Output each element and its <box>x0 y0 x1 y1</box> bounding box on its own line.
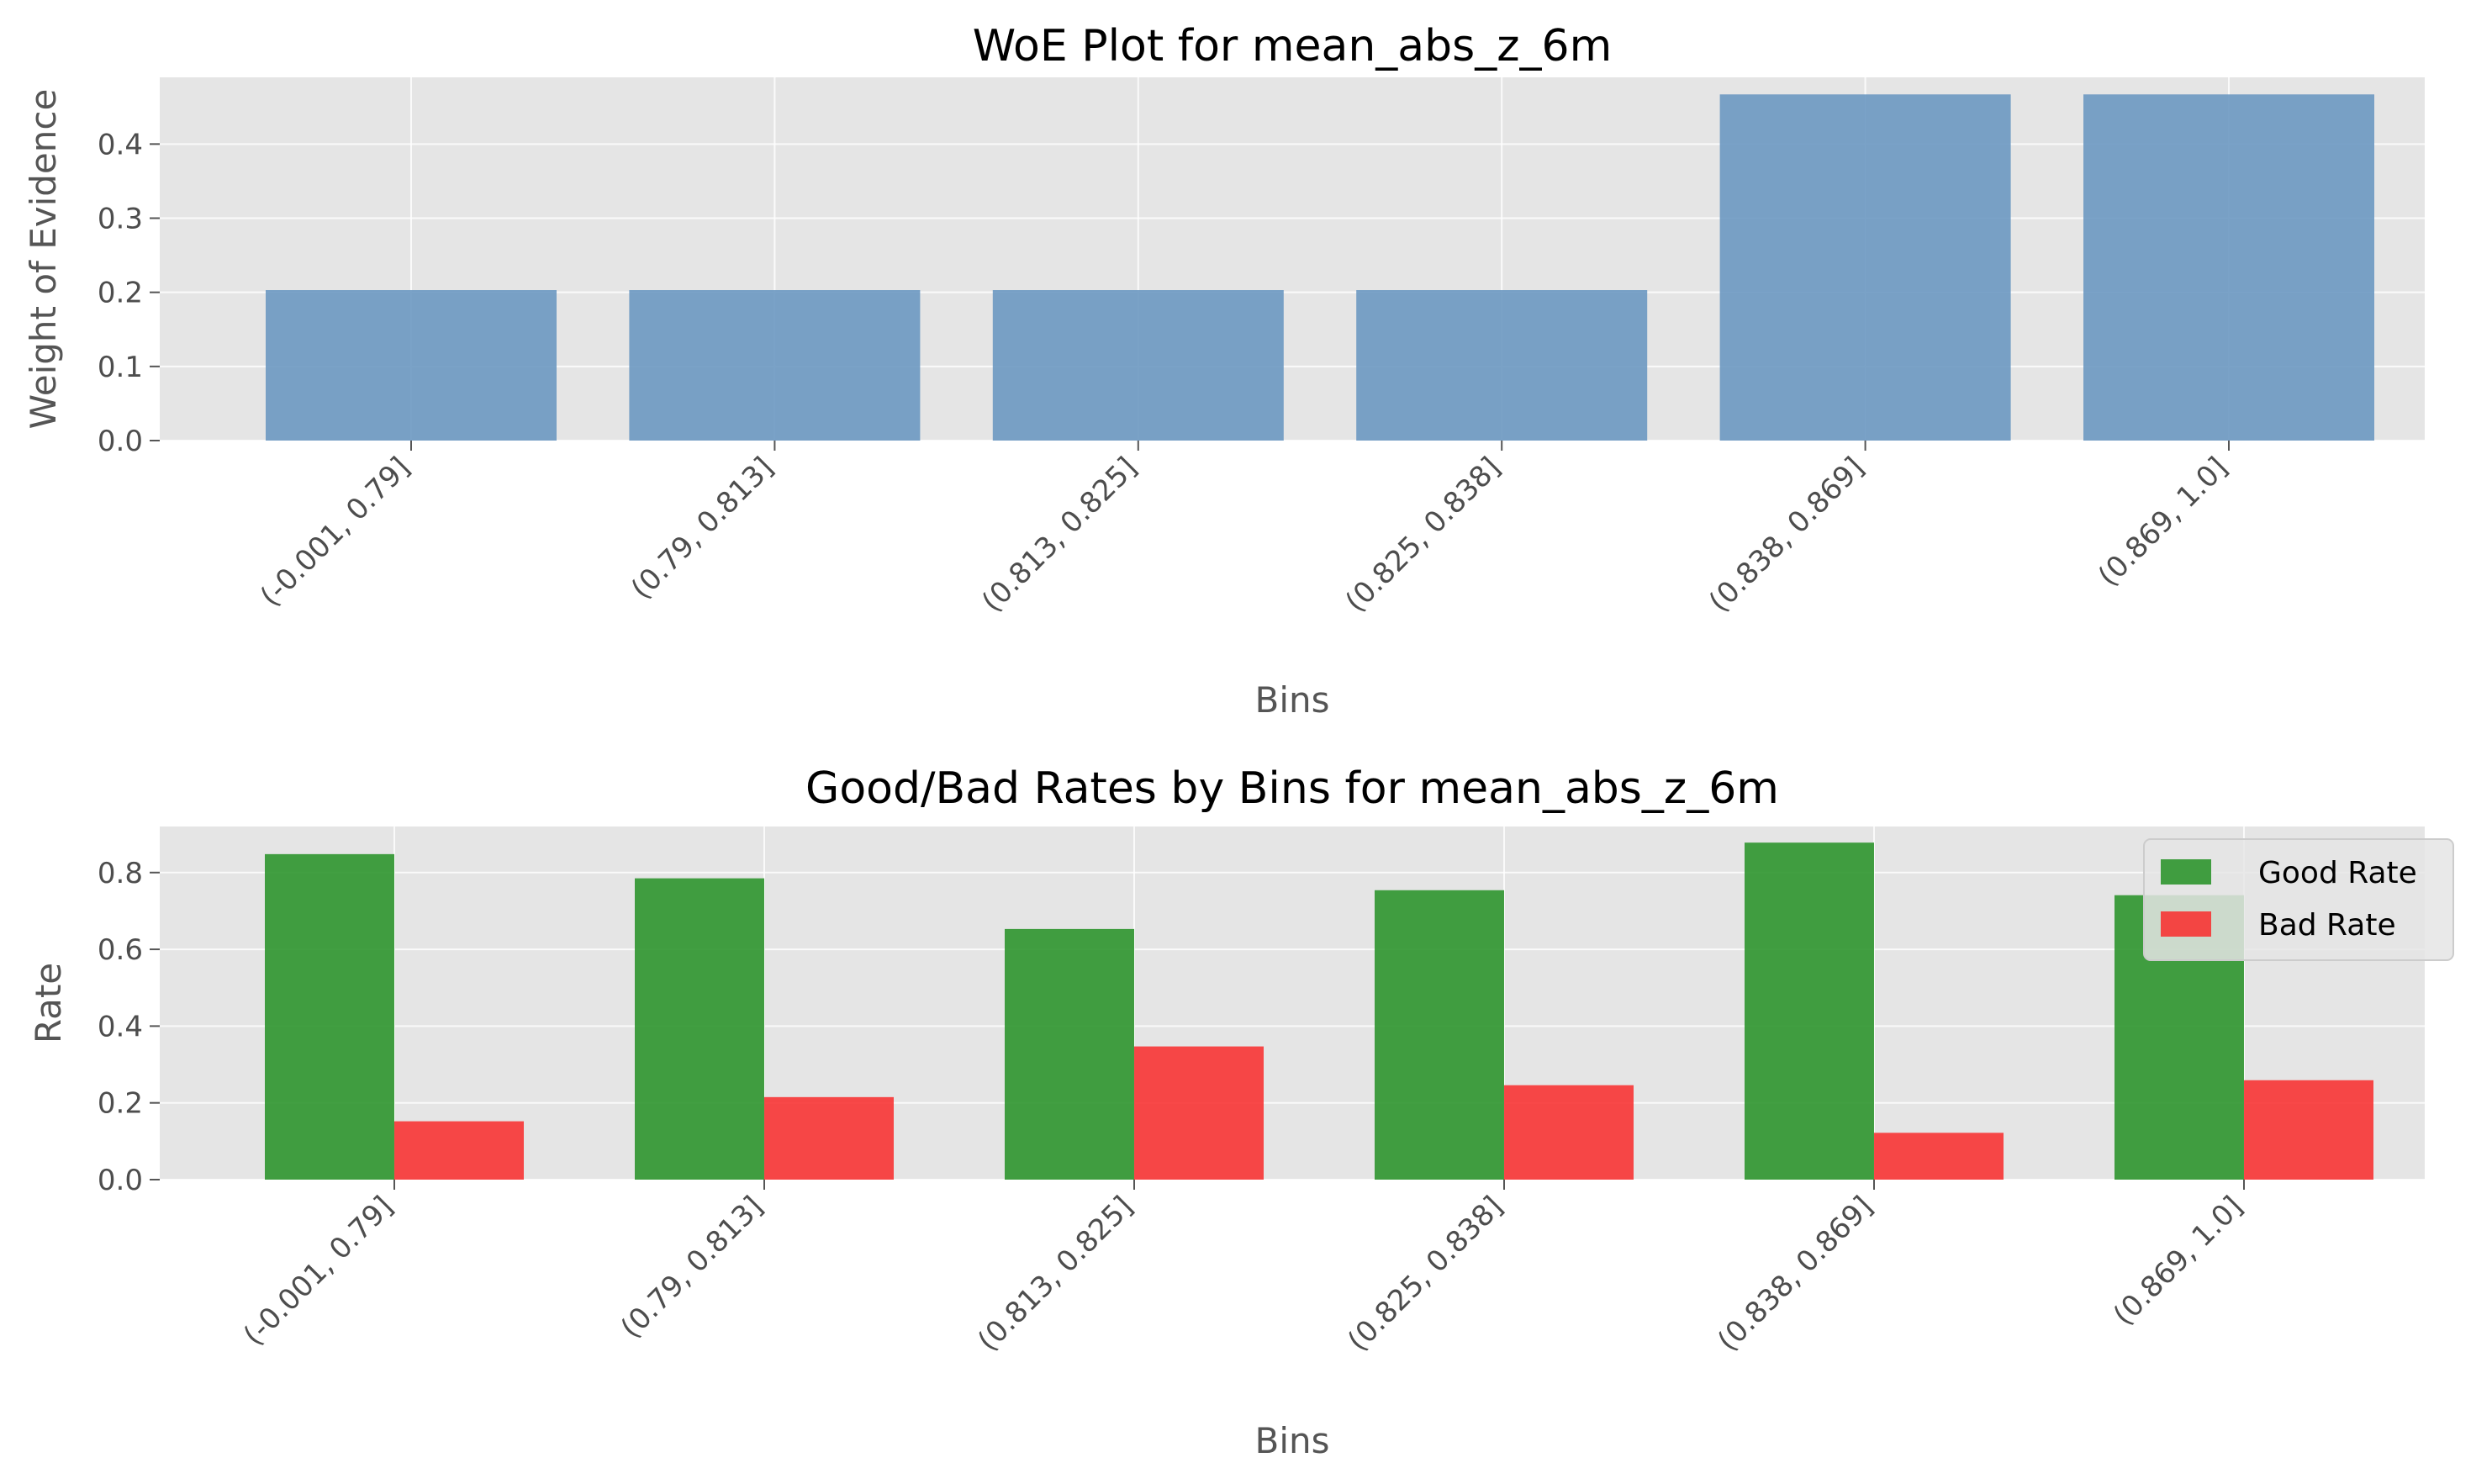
rate-x-tick-label: (0.813, 0.825] <box>971 1190 1139 1358</box>
woe-chart: 0.0 0.1 0.2 0.3 0.4 (-0.001, 0.79] (0.79, 0.8… <box>23 21 2425 721</box>
woe-bars <box>266 94 2374 441</box>
woe-bar-0-79-0-813 <box>629 290 921 441</box>
rate-bar-good-rate-0-825-0-838 <box>1375 890 1504 1180</box>
rate-x-tick-label: (0.838, 0.869] <box>1711 1190 1879 1358</box>
rate-bar-bad-rate-0-869-1-0 <box>2244 1080 2373 1180</box>
rate-bar-good-rate-0-813-0-825 <box>1005 928 1134 1180</box>
woe-bar-0-869-1-0 <box>2083 94 2374 441</box>
woe-y-tick-label: 0.2 <box>98 277 143 310</box>
rate-bar-bad-rate-0-813-0-825 <box>1134 1046 1264 1180</box>
rate-y-tick-label: 0.8 <box>98 857 143 890</box>
woe-x-tick-label: (-0.001, 0.79] <box>254 451 416 613</box>
rate-x-tick-label: (0.79, 0.813] <box>615 1190 770 1345</box>
woe-x-ticks: (-0.001, 0.79] (0.79, 0.813] (0.813, 0.825… <box>254 441 2234 619</box>
rate-bar-good-rate-0-838-0-869 <box>1745 842 1874 1180</box>
rate-y-axis-label: Rate <box>28 963 69 1043</box>
woe-y-ticks: 0.0 0.1 0.2 0.3 0.4 <box>98 128 160 458</box>
legend-label-bad-rate: Bad Rate <box>2258 908 2396 943</box>
rate-y-tick-label: 0.4 <box>98 1010 143 1043</box>
woe-x-axis-label: Bins <box>1255 679 1330 721</box>
rate-legend: Good Rate Bad Rate <box>2143 838 2454 961</box>
rate-bar-good-rate-0-79-0-813 <box>635 878 764 1180</box>
rate-y-tick-label: 0.0 <box>98 1164 143 1197</box>
legend-swatch-good-rate <box>2161 859 2211 885</box>
woe-chart-title: WoE Plot for mean_abs_z_6m <box>973 21 1613 71</box>
woe-y-axis-label: Weight of Evidence <box>23 89 64 430</box>
rate-plot-area <box>160 826 2425 1180</box>
woe-y-tick-label: 0.3 <box>98 203 143 236</box>
rate-chart: 0.0 0.2 0.4 0.6 0.8 (-0.001, 0.79] (0.79, 0.8… <box>28 763 2454 1461</box>
woe-x-tick-label: (0.869, 1.0] <box>2092 451 2234 593</box>
woe-y-tick-label: 0.1 <box>98 351 143 384</box>
rate-x-tick-label: (-0.001, 0.79] <box>237 1190 399 1352</box>
rate-bar-good-rate-0-001-0-79 <box>265 853 394 1180</box>
rate-y-tick-label: 0.6 <box>98 933 143 967</box>
rate-x-axis-label: Bins <box>1255 1420 1330 1461</box>
rate-bar-bad-rate-0-838-0-869 <box>1874 1133 2004 1180</box>
rate-x-tick-label: (0.825, 0.838] <box>1341 1190 1509 1358</box>
rate-y-tick-label: 0.2 <box>98 1087 143 1121</box>
rate-x-ticks: (-0.001, 0.79] (0.79, 0.813] (0.813, 0.825… <box>237 1180 2249 1358</box>
woe-y-tick-label: 0.4 <box>98 128 143 161</box>
rate-bar-bad-rate-0-825-0-838 <box>1504 1085 1634 1180</box>
woe-bar-0-838-0-869 <box>1719 94 2011 441</box>
legend-label-good-rate: Good Rate <box>2258 856 2417 890</box>
rate-y-ticks: 0.0 0.2 0.4 0.6 0.8 <box>98 857 160 1197</box>
rate-chart-title: Good/Bad Rates by Bins for mean_abs_z_6m <box>805 763 1779 814</box>
woe-x-tick-label: (0.813, 0.825] <box>975 451 1143 619</box>
woe-bar-0-001-0-79 <box>266 290 557 441</box>
legend-swatch-bad-rate <box>2161 911 2211 937</box>
rate-x-tick-label: (0.869, 1.0] <box>2107 1190 2249 1332</box>
woe-bar-0-825-0-838 <box>1356 290 1648 441</box>
woe-x-tick-label: (0.838, 0.869] <box>1703 451 1871 619</box>
woe-x-tick-label: (0.79, 0.813] <box>625 451 780 606</box>
woe-y-tick-label: 0.0 <box>98 425 143 458</box>
legend-frame <box>2143 838 2454 961</box>
woe-bar-0-813-0-825 <box>992 290 1284 441</box>
rate-bar-bad-rate-0-79-0-813 <box>764 1096 894 1180</box>
rate-bars <box>265 842 2373 1180</box>
woe-x-tick-label: (0.825, 0.838] <box>1339 451 1507 619</box>
rate-bar-bad-rate-0-001-0-79 <box>394 1121 524 1180</box>
